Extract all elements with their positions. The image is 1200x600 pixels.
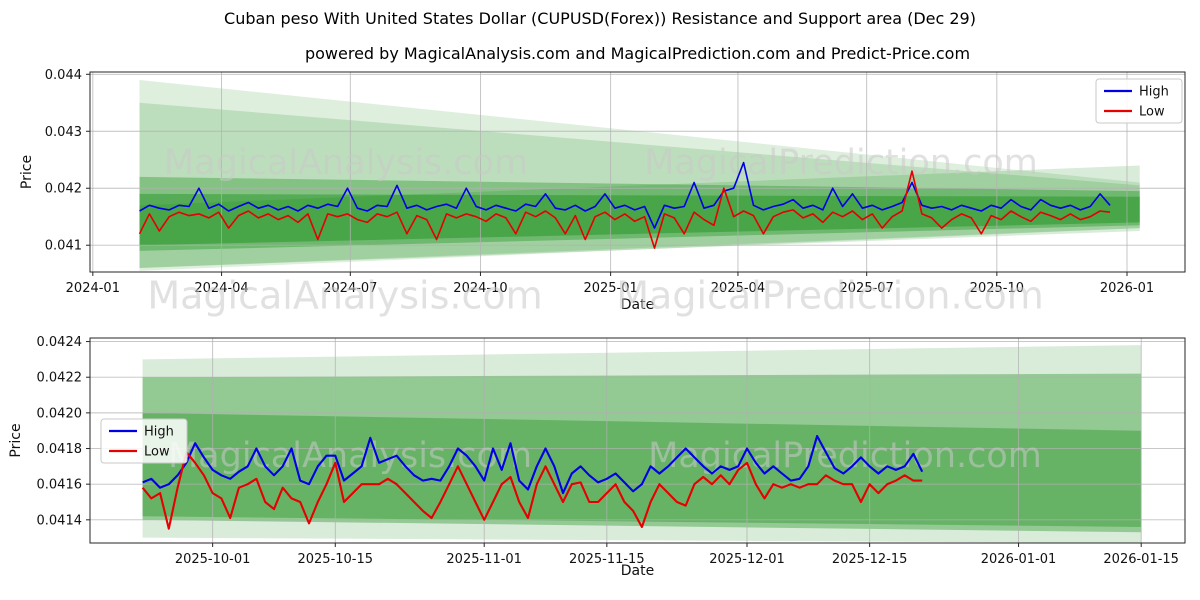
y-tick-label: 0.0418 [37,442,83,457]
x-tick-label: 2025-07 [840,281,894,296]
low-line [138,170,1111,249]
y-tick-label: 0.0424 [37,335,83,350]
x-axis-label: Date [621,297,654,313]
watermark: MagicalPrediction.com [644,143,1038,183]
x-tick-label: 2024-01 [66,281,120,296]
x-tick-label: 2024-07 [323,281,377,296]
x-tick-label: 2025-10 [970,281,1024,296]
x-tick-label: 2026-01 [1100,281,1154,296]
high-line [142,434,924,495]
legend-high-label: High [1139,85,1169,100]
x-tick-label: 2025-10-15 [297,552,373,567]
support-resistance-band [139,102,1140,269]
legend-low-label: Low [144,445,170,460]
watermark: MagicalAnalysis.com [164,143,528,183]
y-tick-label: 0.0422 [37,371,83,386]
x-tick-label: 2025-10-01 [175,552,251,567]
axes-spines [89,71,1186,273]
axes-spines [89,337,1186,544]
legend-high-label: High [144,425,174,440]
support-resistance-band [139,165,1140,269]
x-tick-label: 2026-01-01 [981,552,1057,567]
x-tick-label: 2025-12-01 [709,552,785,567]
y-tick-label: 0.043 [45,125,82,140]
y-tick-label: 0.042 [45,182,82,197]
x-tick-label: 2025-11-01 [446,552,522,567]
x-tick-label: 2024-04 [194,281,248,296]
y-tick-label: 0.044 [45,68,82,83]
watermark: MagicalAnalysis.com [168,436,532,476]
y-tick-label: 0.041 [45,239,82,254]
x-tick-label: 2025-12-15 [832,552,908,567]
legend-low-label: Low [1139,105,1165,120]
support-resistance-band [142,345,1142,543]
watermark: MagicalAnalysis.com [147,274,542,318]
figure-title: Cuban peso With United States Dollar (CU… [224,9,976,28]
x-tick-label: 2026-01-15 [1103,552,1179,567]
y-tick-label: 0.0420 [37,406,83,421]
support-resistance-band [139,176,1140,251]
y-axis-label: Price [19,155,35,189]
support-resistance-band [142,412,1142,527]
x-tick-label: 2024-10 [453,281,507,296]
y-tick-label: 0.0414 [37,513,83,528]
low-line [141,451,923,530]
powered-by-subtitle: powered by MagicalAnalysis.com and Magic… [304,44,971,63]
x-axis-label: Date [621,563,654,579]
high-line [139,161,1111,229]
x-tick-label: 2025-11-15 [569,552,645,567]
y-axis-label: Price [8,423,24,457]
y-tick-label: 0.0416 [37,478,83,493]
x-tick-label: 2025-01 [583,281,637,296]
support-resistance-band [139,79,1140,271]
watermark: MagicalPrediction.com [648,436,1042,476]
watermark: MagicalPrediction.com [616,274,1044,318]
x-tick-label: 2025-04 [711,281,765,296]
